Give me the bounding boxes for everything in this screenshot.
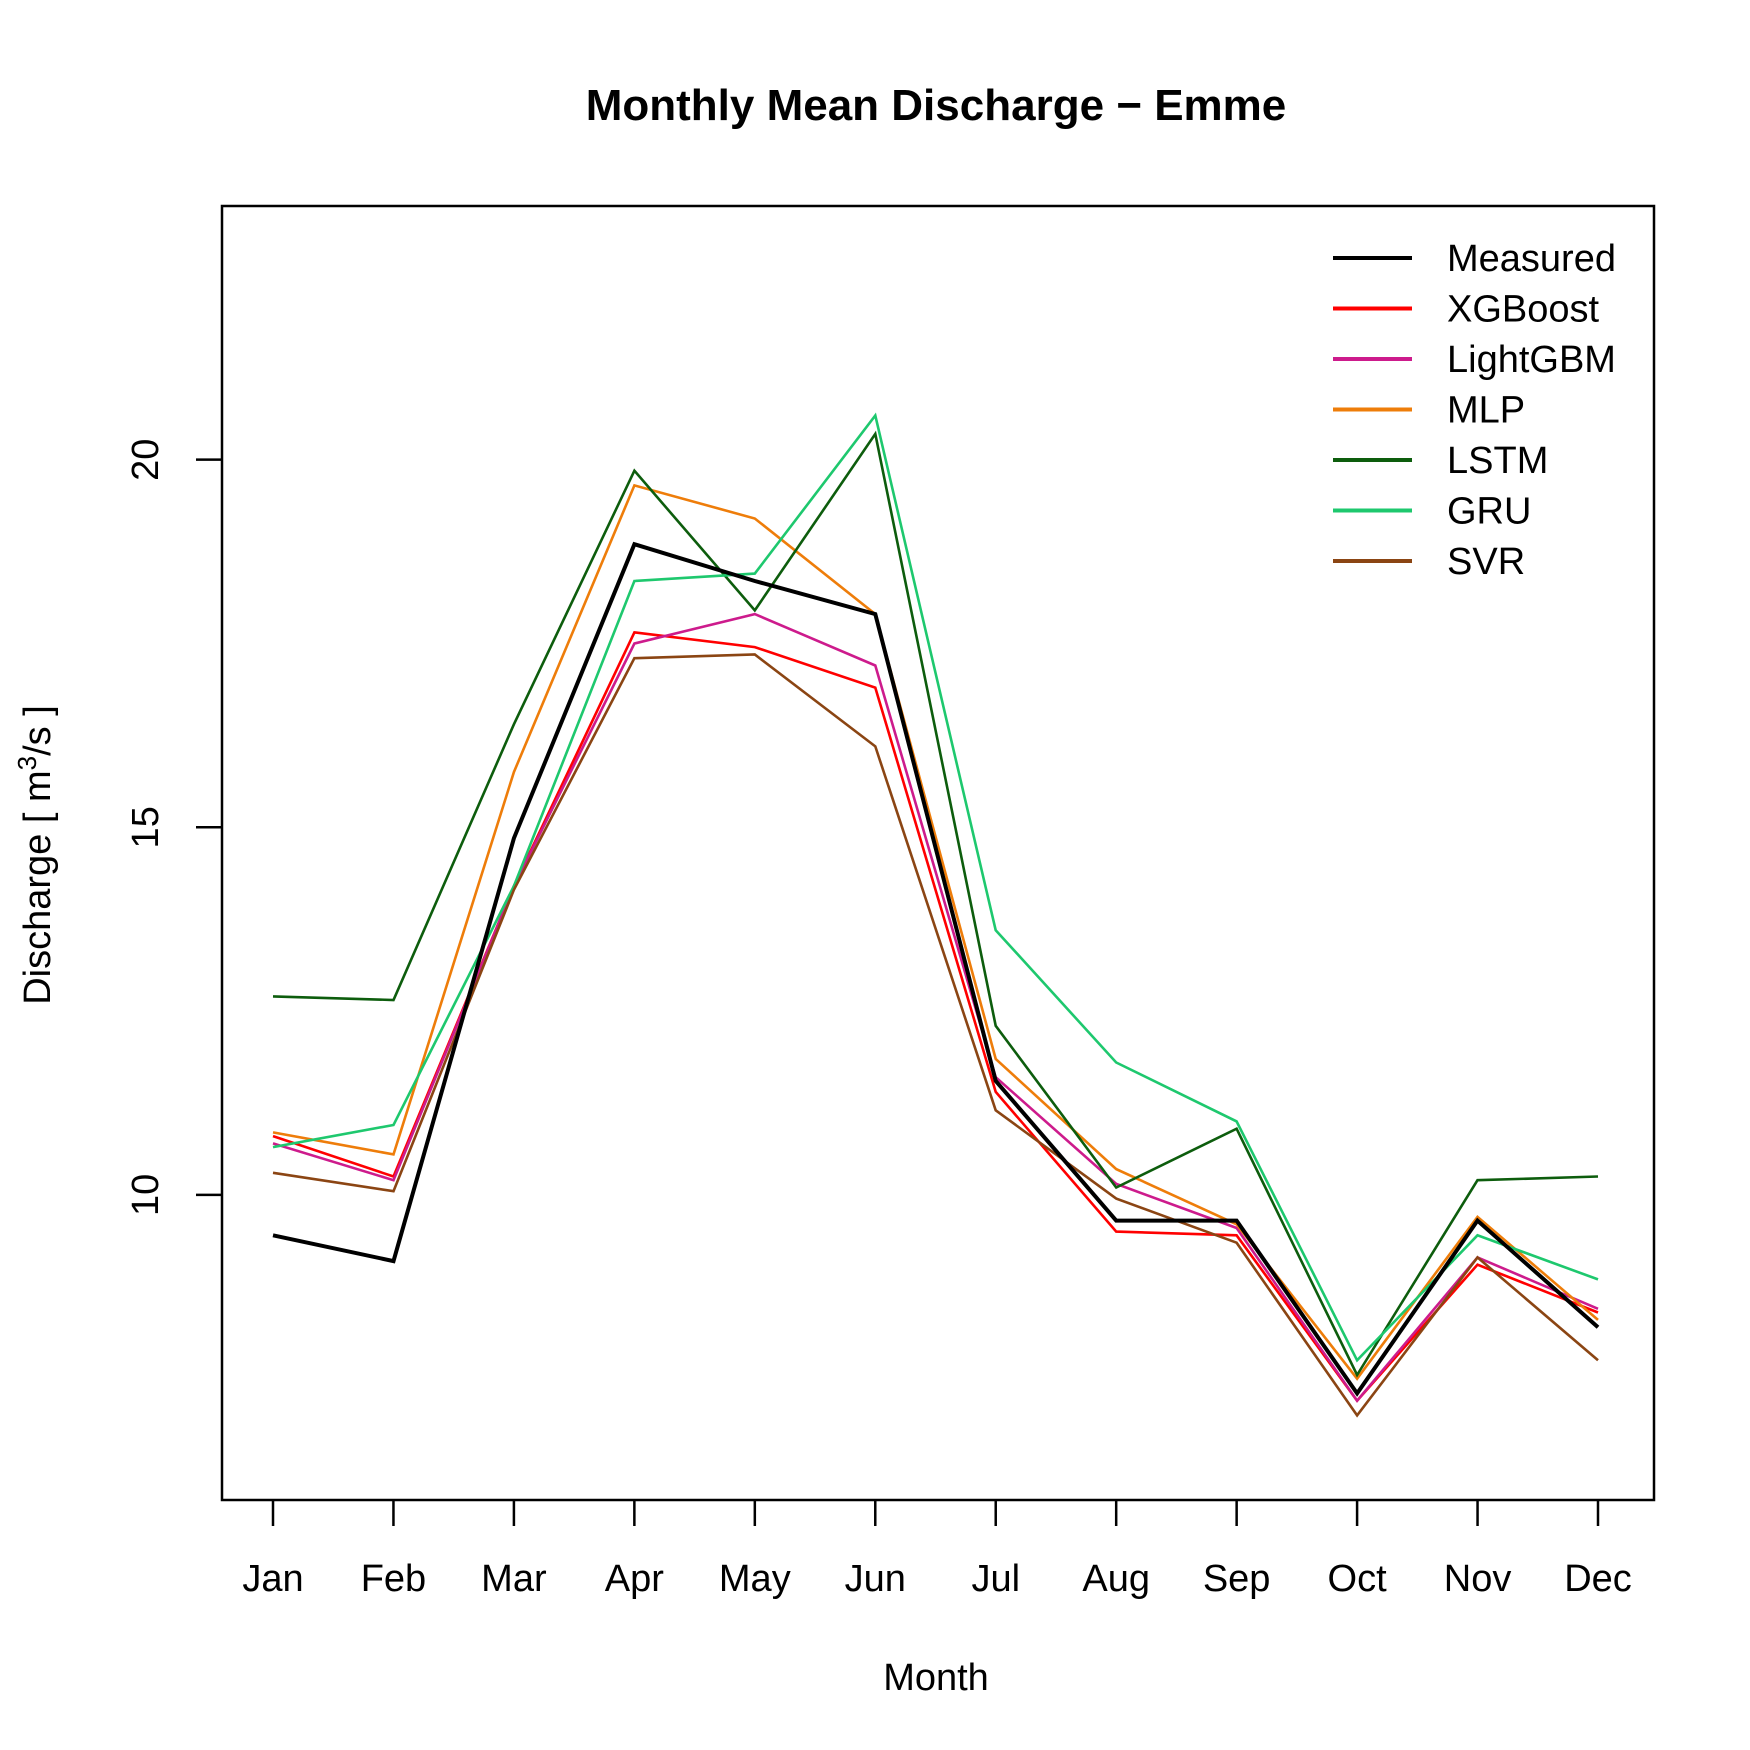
series-line-lstm bbox=[272, 430, 1599, 1378]
x-tick-label: Aug bbox=[1082, 1558, 1150, 1600]
x-tick-label: Feb bbox=[361, 1558, 426, 1600]
x-tick-label: Sep bbox=[1203, 1558, 1271, 1600]
legend-label-xgboost: XGBoost bbox=[1447, 289, 1600, 331]
series-line-mlp bbox=[272, 483, 1599, 1381]
y-tick-label: 10 bbox=[125, 1174, 167, 1216]
series-line-measured bbox=[272, 541, 1600, 1397]
y-axis-label: Discharge [ m3/s ] bbox=[12, 705, 59, 1005]
x-tick-label: Oct bbox=[1328, 1558, 1388, 1600]
legend-label-svr: SVR bbox=[1447, 541, 1525, 583]
legend-label-mlp: MLP bbox=[1447, 390, 1525, 432]
legend: Measured XGBoost LightGBM MLP LSTM GRU SVR bbox=[1333, 238, 1616, 583]
y-axis-label-superscript: 3 bbox=[12, 756, 42, 770]
legend-label-gru: GRU bbox=[1447, 491, 1531, 533]
legend-label-lstm: LSTM bbox=[1447, 440, 1548, 482]
y-axis-label-unit: /s ] bbox=[17, 705, 59, 756]
series-lines bbox=[272, 412, 1600, 1418]
x-tick-label: Apr bbox=[605, 1558, 664, 1600]
x-axis: Jan Feb Mar Apr May Jun Jul Aug Sep Oct Nov Dec bbox=[242, 1500, 1632, 1600]
x-tick-label: Jun bbox=[845, 1558, 906, 1600]
y-axis-label-main: Discharge [ m bbox=[17, 770, 59, 1004]
x-tick-label: Jan bbox=[242, 1558, 303, 1600]
x-tick-label: Jul bbox=[971, 1558, 1020, 1600]
legend-label-measured: Measured bbox=[1447, 238, 1616, 280]
series-line-xgboost bbox=[272, 630, 1599, 1403]
x-tick-label: May bbox=[719, 1558, 791, 1600]
series-line-gru bbox=[272, 412, 1599, 1363]
series-line-lightgbm bbox=[272, 612, 1599, 1403]
x-tick-label: Dec bbox=[1564, 1558, 1632, 1600]
y-tick-label: 15 bbox=[125, 806, 167, 848]
x-tick-label: Nov bbox=[1444, 1558, 1512, 1600]
y-tick-label: 20 bbox=[125, 439, 167, 481]
plot-frame bbox=[220, 204, 1656, 1502]
y-axis: 10 15 20 bbox=[125, 439, 222, 1216]
series-line-svr bbox=[272, 653, 1599, 1418]
x-axis-label: Month bbox=[883, 1657, 989, 1699]
chart-title: Monthly Mean Discharge − Emme bbox=[586, 81, 1287, 130]
legend-label-lightgbm: LightGBM bbox=[1447, 339, 1616, 381]
x-tick-label: Mar bbox=[481, 1558, 547, 1600]
